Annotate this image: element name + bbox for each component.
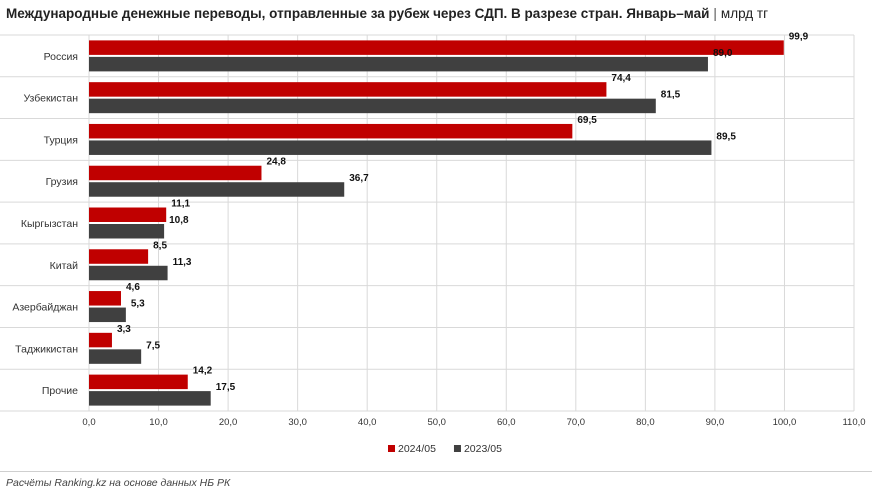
data-label: 14,2 (193, 366, 213, 377)
bar-2023/05 (89, 391, 211, 406)
bar-2024/05 (89, 249, 149, 264)
legend-label: 2024/05 (398, 443, 436, 455)
category-label: Россия (44, 51, 78, 63)
chart-unit: млрд тг (720, 6, 768, 21)
bar-2024/05 (89, 40, 784, 55)
legend-swatch (453, 445, 461, 452)
bar-2023/05 (89, 140, 712, 155)
bar-2023/05 (89, 56, 708, 72)
data-label: 17,5 (216, 382, 236, 393)
x-tick-label: 40,0 (358, 417, 377, 428)
bar-2023/05 (89, 307, 126, 323)
data-label: 5,3 (131, 299, 145, 310)
category-label: Таджикистан (15, 343, 78, 355)
bar-2024/05 (89, 165, 262, 181)
category-label: Азербайджан (12, 302, 78, 314)
x-tick-label: 20,0 (219, 417, 238, 428)
data-label: 10,8 (169, 215, 189, 226)
data-label: 89,0 (713, 48, 733, 59)
x-tick-label: 70,0 (567, 417, 586, 428)
category-label: Узбекистан (23, 93, 78, 105)
data-label: 11,3 (173, 257, 192, 268)
data-label: 4,6 (126, 282, 140, 293)
data-label: 3,3 (117, 324, 131, 335)
x-tick-label: 10,0 (149, 417, 168, 428)
data-label: 89,5 (716, 131, 736, 142)
title-separator: | (713, 6, 717, 21)
bar-chart: 0,0 10,0 20,0 30,0 40,0 50,0 60,0 70,0 80,0 90,0 1… (0, 31, 866, 455)
data-label: 69,5 (577, 115, 597, 126)
chart-title-main: Международные денежные переводы, отправл… (6, 6, 710, 21)
bar-2023/05 (89, 265, 168, 281)
data-label: 24,8 (266, 157, 286, 168)
bar-2024/05 (89, 332, 112, 348)
x-tick-label: 50,0 (427, 417, 446, 428)
data-label: 74,4 (611, 73, 631, 84)
bar-2023/05 (89, 349, 142, 364)
legend-label: 2023/05 (464, 443, 502, 455)
x-tick-label: 60,0 (497, 417, 516, 428)
data-label: 8,5 (153, 240, 167, 251)
bar-2024/05 (89, 82, 607, 97)
data-label: 99,9 (789, 31, 809, 42)
x-tick-label: 100,0 (773, 417, 797, 428)
footer-divider (0, 471, 872, 472)
bar-2023/05 (89, 182, 345, 197)
bar-2024/05 (89, 291, 121, 306)
legend-swatch (388, 445, 395, 452)
category-label: Грузия (46, 176, 78, 188)
x-tick-label: 0,0 (82, 417, 95, 428)
bar-2024/05 (89, 123, 573, 139)
bar-2024/05 (89, 207, 167, 222)
chart-title: Международные денежные переводы, отправл… (6, 6, 768, 21)
x-tick-label: 80,0 (636, 417, 655, 428)
category-label: Китай (50, 260, 79, 272)
category-label: Турция (44, 134, 78, 146)
bar-2024/05 (89, 374, 188, 390)
bar-2023/05 (89, 224, 165, 239)
data-label: 36,7 (349, 173, 369, 184)
category-label: Кыргызстан (21, 218, 78, 230)
data-label: 81,5 (661, 90, 681, 101)
source-note: Расчёты Ranking.kz на основе данных НБ Р… (6, 477, 231, 489)
data-label: 11,1 (171, 199, 190, 210)
x-tick-label: 110,0 (842, 417, 865, 428)
x-tick-label: 30,0 (288, 417, 307, 428)
bar-2023/05 (89, 98, 656, 114)
category-label: Прочие (42, 385, 78, 397)
data-label: 7,5 (146, 340, 160, 351)
x-tick-label: 90,0 (706, 417, 725, 428)
